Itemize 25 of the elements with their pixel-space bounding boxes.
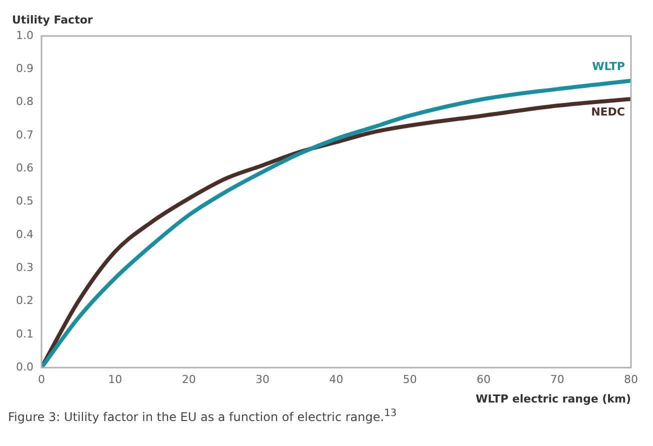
y-tick-label: 0.1 (16, 327, 34, 340)
y-tick-label: 0.4 (16, 228, 34, 241)
series-label: NEDC (591, 105, 625, 118)
x-tick-label: 30 (256, 373, 270, 386)
y-axis-title: Utility Factor (12, 13, 94, 26)
x-tick-label: 60 (476, 373, 491, 386)
x-tick-label: 20 (182, 373, 196, 386)
x-tick-label: 80 (624, 373, 638, 386)
x-tick-label: 10 (108, 373, 122, 386)
y-tick-label: 0.9 (16, 62, 34, 76)
y-tick-label: 0.2 (16, 294, 34, 308)
y-tick-label: 0.3 (16, 260, 34, 274)
series-label: WLTP (592, 60, 625, 74)
x-tick-label: 40 (329, 373, 344, 386)
y-tick-label: 0.8 (16, 95, 34, 108)
x-axis-title: WLTP electric range (km) (476, 392, 631, 406)
caption: Figure 3: Utility factor in the EU as a function of electric range.$^{13}$ (8, 408, 398, 424)
y-tick-label: 0.7 (16, 128, 34, 142)
x-tick-label: 0 (38, 373, 45, 386)
y-tick-label: 0.0 (16, 360, 34, 374)
y-tick-label: 1.0 (16, 28, 34, 42)
y-tick-label: 0.6 (16, 162, 34, 174)
x-tick-label: 70 (550, 373, 564, 386)
x-tick-label: 50 (402, 373, 417, 386)
y-tick-label: 0.5 (16, 194, 34, 208)
